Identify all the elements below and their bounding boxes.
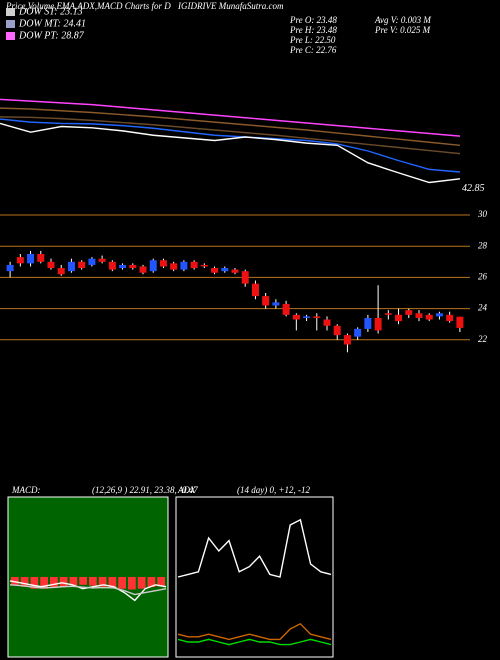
title-left: Price,Volume,EMA,ADX,MACD Charts for D xyxy=(5,1,171,11)
candle-body xyxy=(129,264,137,269)
panel-subtitle: (14 day) 0, +12, -12 xyxy=(237,485,311,495)
candle-body xyxy=(180,261,188,270)
candle-body xyxy=(98,258,106,262)
y-tick-label: 28 xyxy=(478,240,488,250)
histogram-bar xyxy=(89,577,97,586)
candle-body xyxy=(251,283,259,297)
candle-body xyxy=(323,319,331,326)
candle-body xyxy=(415,313,423,318)
histogram-bar xyxy=(157,577,165,587)
candle-body xyxy=(88,258,96,265)
panel-title: ADX xyxy=(177,485,196,495)
candle-body xyxy=(446,314,454,322)
panel-subtitle: (12,26,9 ) 22.91, 23.38, -0.47 xyxy=(92,485,198,495)
histogram-bar xyxy=(137,577,146,589)
legend-swatch xyxy=(6,8,15,16)
candle-body xyxy=(47,261,55,269)
series-line xyxy=(177,638,332,646)
candle-body xyxy=(333,325,341,336)
candle-body xyxy=(282,303,290,315)
candle-body xyxy=(241,271,249,284)
candle-body xyxy=(170,263,178,270)
candle-body xyxy=(149,260,157,272)
panel-title: MACD: xyxy=(11,485,41,495)
histogram-bar xyxy=(108,577,117,588)
series-line xyxy=(0,107,461,147)
stat: Pre L: 22.50 xyxy=(289,35,336,45)
candle-body xyxy=(343,335,351,345)
series-line xyxy=(0,118,461,173)
candle-body xyxy=(119,264,127,269)
candle-body xyxy=(313,316,321,318)
volume: Pre V: 0.025 M xyxy=(374,25,431,35)
candle-body xyxy=(211,268,219,273)
candle-body xyxy=(292,314,300,320)
histogram-bar xyxy=(20,577,29,587)
candle-body xyxy=(272,302,280,306)
series-line xyxy=(9,584,167,596)
histogram-bar xyxy=(128,577,136,590)
candle-body xyxy=(27,254,35,264)
stat: Pre O: 23.48 xyxy=(289,15,337,25)
legend-label: DOW MT: 24.41 xyxy=(18,18,86,29)
candle-body xyxy=(435,313,443,317)
candle-body xyxy=(221,268,229,272)
candle-body xyxy=(78,261,86,269)
y-tick-label: 22 xyxy=(478,334,488,344)
candle-body xyxy=(364,317,372,329)
series-line xyxy=(0,116,461,155)
candle-body xyxy=(354,328,362,337)
candle-body xyxy=(57,268,65,275)
histogram-bar xyxy=(11,577,19,585)
series-line xyxy=(0,122,461,184)
stat: Pre H: 23.48 xyxy=(289,25,337,35)
histogram-bar xyxy=(98,577,107,587)
legend-swatch xyxy=(6,32,15,40)
candle-body xyxy=(139,266,147,273)
series-line xyxy=(177,622,332,641)
price-label: 42.85 xyxy=(462,183,485,194)
histogram-bar xyxy=(79,577,87,585)
candle-body xyxy=(425,314,433,320)
series-line xyxy=(0,98,461,137)
candle-body xyxy=(456,316,464,328)
candle-body xyxy=(6,264,14,272)
title-right: IGIDRIVE MunafaSutra.com xyxy=(177,1,284,11)
candle-body xyxy=(405,310,413,315)
series-line xyxy=(177,518,332,578)
candle-body xyxy=(200,264,208,267)
candle-body xyxy=(231,269,239,273)
candle-body xyxy=(37,254,45,262)
candle-body xyxy=(108,261,116,270)
y-tick-label: 26 xyxy=(478,271,488,281)
histogram-bar xyxy=(59,577,68,587)
stat: Pre C: 22.76 xyxy=(289,45,337,55)
candle-body xyxy=(303,316,311,318)
histogram-bar xyxy=(30,577,39,589)
candle-body xyxy=(16,257,24,264)
histogram-bar xyxy=(40,577,48,589)
candle-body xyxy=(159,260,167,267)
histogram-bar xyxy=(147,577,156,588)
histogram-bar xyxy=(118,577,126,589)
y-tick-label: 24 xyxy=(478,303,488,313)
legend-swatch xyxy=(6,20,15,28)
legend-label: DOW ST: 23.13 xyxy=(18,6,83,17)
legend-label: DOW PT: 28.87 xyxy=(18,30,85,41)
candle-body xyxy=(262,296,270,306)
candle-body xyxy=(67,261,75,272)
y-tick-label: 30 xyxy=(477,209,488,219)
candle-body xyxy=(190,261,198,269)
candle-body xyxy=(384,313,392,315)
histogram-bar xyxy=(69,577,78,586)
candle-body xyxy=(395,314,403,322)
histogram-bar xyxy=(50,577,58,588)
volume: Avg V: 0.003 M xyxy=(374,15,431,25)
candle-body xyxy=(374,317,382,331)
